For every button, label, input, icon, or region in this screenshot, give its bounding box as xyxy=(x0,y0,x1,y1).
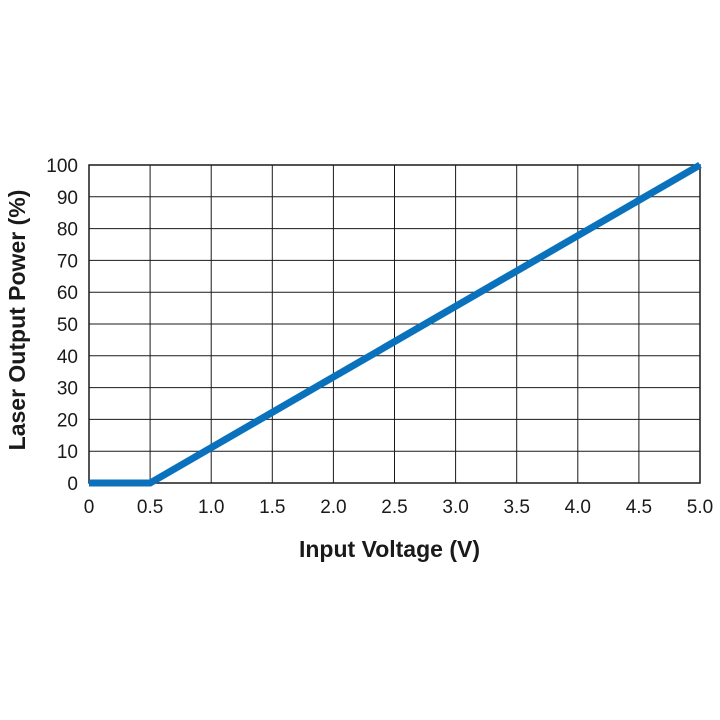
series-layer xyxy=(89,161,702,487)
y-tick-label: 80 xyxy=(57,220,78,241)
y-tick-label: 40 xyxy=(57,347,78,368)
grid-lines xyxy=(88,164,701,484)
y-tick-label: 90 xyxy=(57,188,78,209)
x-tick-label: 1.0 xyxy=(198,497,224,518)
x-tick-label: 4.0 xyxy=(565,497,591,518)
x-tick-label: 4.5 xyxy=(626,497,652,518)
y-tick-label: 60 xyxy=(57,283,78,304)
x-tick-labels: 0 0.5 1.0 1.5 2.0 2.5 3.0 3.5 4.0 4.5 5.0 xyxy=(84,497,714,518)
y-tick-label: 10 xyxy=(57,442,78,463)
y-tick-labels: 0 10 20 30 40 50 60 70 80 90 100 xyxy=(46,156,78,495)
y-tick-label: 0 xyxy=(67,474,78,495)
y-tick-label: 20 xyxy=(57,410,78,431)
x-tick-label: 2.5 xyxy=(381,497,407,518)
x-tick-label: 1.5 xyxy=(259,497,285,518)
x-tick-label: 5.0 xyxy=(687,497,713,518)
x-tick-label: 0 xyxy=(84,497,95,518)
x-tick-label: 3.5 xyxy=(503,497,529,518)
y-tick-label: 50 xyxy=(57,315,78,336)
x-tick-label: 0.5 xyxy=(137,497,163,518)
y-tick-label: 70 xyxy=(57,251,78,272)
y-axis-title: Laser Output Power (%) xyxy=(4,190,30,451)
y-tick-label: 30 xyxy=(57,379,78,400)
series-line xyxy=(89,161,702,487)
x-axis-title: Input Voltage (V) xyxy=(299,536,480,562)
y-tick-label: 100 xyxy=(46,156,78,177)
x-tick-label: 2.0 xyxy=(320,497,346,518)
plot-area-border xyxy=(88,164,701,484)
x-tick-label: 3.0 xyxy=(442,497,468,518)
